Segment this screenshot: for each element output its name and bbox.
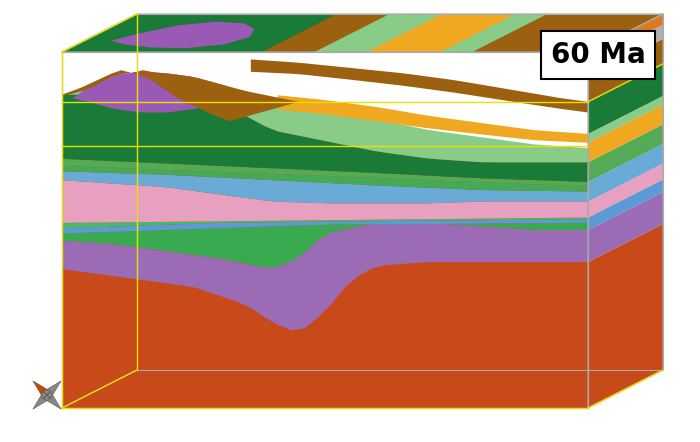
Polygon shape xyxy=(588,192,663,262)
Polygon shape xyxy=(588,105,663,162)
Polygon shape xyxy=(111,22,254,48)
Polygon shape xyxy=(43,392,61,409)
Polygon shape xyxy=(62,223,588,267)
Polygon shape xyxy=(251,59,588,113)
Polygon shape xyxy=(62,70,299,121)
Polygon shape xyxy=(62,219,588,233)
Polygon shape xyxy=(33,392,50,409)
Polygon shape xyxy=(588,224,663,408)
Polygon shape xyxy=(588,14,663,408)
Text: 60 Ma: 60 Ma xyxy=(551,41,645,69)
Polygon shape xyxy=(33,381,50,399)
Polygon shape xyxy=(43,381,61,399)
Polygon shape xyxy=(588,96,663,143)
Polygon shape xyxy=(62,14,663,52)
Polygon shape xyxy=(62,180,588,223)
Polygon shape xyxy=(588,144,663,202)
Polygon shape xyxy=(588,179,663,230)
Polygon shape xyxy=(588,164,663,217)
Polygon shape xyxy=(62,74,588,162)
Polygon shape xyxy=(278,95,588,143)
Polygon shape xyxy=(62,166,588,191)
Polygon shape xyxy=(314,14,547,52)
Polygon shape xyxy=(588,39,663,102)
Polygon shape xyxy=(588,64,663,134)
Polygon shape xyxy=(62,74,588,182)
Polygon shape xyxy=(73,72,262,113)
Polygon shape xyxy=(62,217,588,228)
Polygon shape xyxy=(588,14,663,63)
Polygon shape xyxy=(62,70,588,408)
Polygon shape xyxy=(588,124,663,182)
Polygon shape xyxy=(62,223,588,330)
Polygon shape xyxy=(262,14,663,52)
Polygon shape xyxy=(62,159,588,187)
Polygon shape xyxy=(62,14,663,52)
Polygon shape xyxy=(367,14,516,52)
Polygon shape xyxy=(62,171,588,203)
Polygon shape xyxy=(588,25,663,77)
